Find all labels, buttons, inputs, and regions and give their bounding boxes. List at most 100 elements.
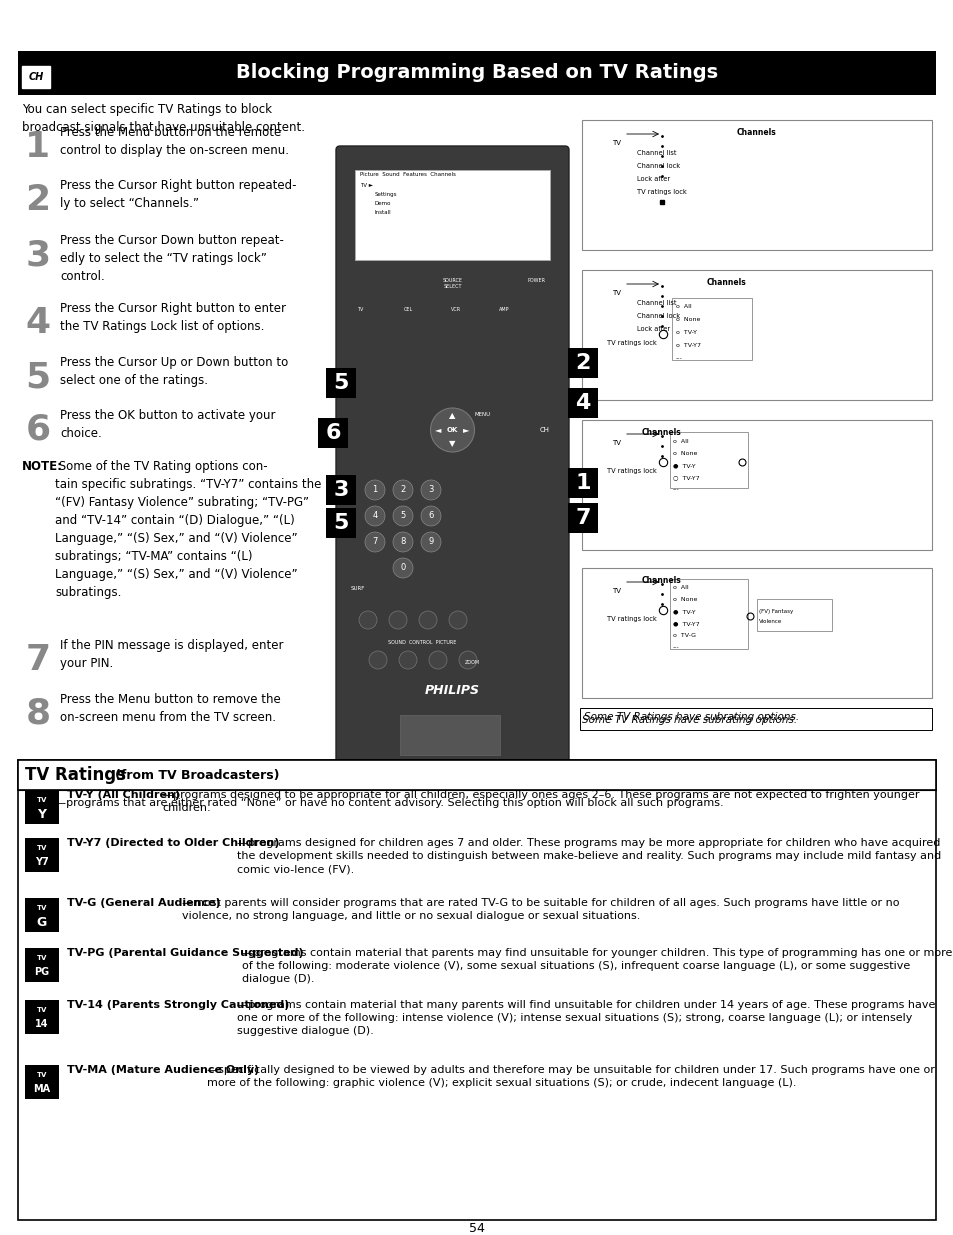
Text: ▲: ▲: [449, 411, 456, 420]
Text: SOUND  CONTROL  PICTURE: SOUND CONTROL PICTURE: [388, 640, 456, 645]
Text: Channel list: Channel list: [637, 300, 676, 306]
Text: 2: 2: [575, 353, 590, 373]
Text: ►: ►: [463, 426, 469, 435]
Circle shape: [418, 611, 436, 629]
Text: TV-Y7 (Directed to Older Children): TV-Y7 (Directed to Older Children): [67, 839, 279, 848]
Text: —specifically designed to be viewed by adults and therefore may be unsuitable fo: —specifically designed to be viewed by a…: [207, 1065, 934, 1088]
Bar: [25, 898, 59, 932]
Text: o  All: o All: [672, 438, 688, 445]
Circle shape: [389, 611, 407, 629]
Text: Some TV Ratings have subrating options.: Some TV Ratings have subrating options.: [581, 715, 797, 725]
Text: 54: 54: [469, 1221, 484, 1235]
Bar: [18, 760, 935, 790]
Bar: [581, 568, 931, 698]
Circle shape: [365, 532, 385, 552]
Bar: [22, 65, 50, 88]
Bar: [317, 417, 348, 448]
Text: —programs designed to be appropriate for all children, especially ones ages 2–6.: —programs designed to be appropriate for…: [162, 790, 919, 813]
Circle shape: [449, 611, 467, 629]
Text: If the PIN message is displayed, enter
your PIN.: If the PIN message is displayed, enter y…: [60, 638, 283, 671]
Text: TV: TV: [612, 588, 620, 594]
Text: Picture  Sound  Features  Channels: Picture Sound Features Channels: [359, 172, 456, 177]
Text: (from TV Broadcasters): (from TV Broadcasters): [115, 768, 279, 782]
Text: ●  TV-Y7: ● TV-Y7: [672, 621, 699, 626]
Text: 8: 8: [400, 537, 405, 547]
Circle shape: [393, 480, 413, 500]
Text: CH: CH: [29, 72, 44, 82]
Circle shape: [458, 651, 476, 669]
Text: Channel lock: Channel lock: [637, 163, 679, 169]
Bar: [581, 420, 931, 550]
Text: TV Ratings: TV Ratings: [25, 766, 126, 784]
Text: 2: 2: [400, 485, 405, 494]
Text: TV-Y (All Children): TV-Y (All Children): [67, 790, 180, 800]
Text: o  None: o None: [676, 317, 700, 322]
Text: PG: PG: [34, 967, 50, 977]
Text: 3: 3: [26, 238, 51, 272]
Text: TV: TV: [37, 905, 47, 911]
Text: PHILIPS: PHILIPS: [424, 683, 479, 697]
Bar: [25, 1065, 59, 1099]
Text: ▼: ▼: [449, 440, 456, 448]
Bar: [399, 715, 499, 755]
Text: VCR: VCR: [451, 308, 460, 312]
Circle shape: [369, 651, 387, 669]
Text: AMP: AMP: [498, 308, 509, 312]
Text: —most parents will consider programs that are rated TV-G to be suitable for chil: —most parents will consider programs tha…: [182, 898, 899, 921]
Circle shape: [429, 651, 447, 669]
Text: TV ►: TV ►: [359, 183, 373, 188]
Bar: [18, 760, 935, 1220]
Text: POWER: POWER: [527, 278, 545, 283]
Text: G: G: [37, 915, 47, 929]
Text: Settings: Settings: [375, 191, 397, 198]
Bar: [567, 348, 598, 378]
Circle shape: [420, 480, 440, 500]
Bar: [25, 1000, 59, 1034]
Text: o  TV-Y: o TV-Y: [676, 330, 697, 335]
Text: Press the Menu button on the remote
control to display the on-screen menu.: Press the Menu button on the remote cont…: [60, 126, 289, 157]
Text: 4: 4: [575, 393, 590, 412]
Text: 7: 7: [372, 537, 377, 547]
Circle shape: [398, 651, 416, 669]
Bar: [326, 508, 355, 538]
Text: Channels: Channels: [737, 128, 776, 137]
Text: —programs designed for children ages 7 and older. These programs may be more app: —programs designed for children ages 7 a…: [236, 839, 941, 874]
Text: 8: 8: [26, 697, 51, 731]
Text: 7: 7: [26, 643, 51, 677]
Text: Press the Cursor Right button to enter
the TV Ratings Lock list of options.: Press the Cursor Right button to enter t…: [60, 303, 286, 333]
Text: —programs contain material that parents may find unsuitable for younger children: —programs contain material that parents …: [242, 948, 951, 984]
Text: SURF: SURF: [351, 585, 365, 590]
Text: TV ratings lock: TV ratings lock: [637, 189, 686, 195]
Text: 3: 3: [333, 480, 349, 500]
Bar: [567, 503, 598, 534]
Text: —programs that are either rated “None” or have no content advisory. Selecting th: —programs that are either rated “None” o…: [55, 798, 723, 808]
Text: TV-PG (Parental Guidance Suggested): TV-PG (Parental Guidance Suggested): [67, 948, 303, 958]
Text: Press the Cursor Up or Down button to
select one of the ratings.: Press the Cursor Up or Down button to se…: [60, 356, 288, 387]
Text: You can select specific TV Ratings to block
broadcast signals that have unsuitab: You can select specific TV Ratings to bl…: [22, 103, 305, 135]
Circle shape: [420, 506, 440, 526]
Bar: [567, 388, 598, 417]
Text: 5: 5: [400, 511, 405, 520]
Bar: [757, 599, 831, 631]
Text: Press the Menu button to remove the
on-screen menu from the TV screen.: Press the Menu button to remove the on-s…: [60, 693, 280, 724]
Text: 6: 6: [325, 424, 340, 443]
Text: 1: 1: [575, 473, 590, 493]
Text: (FV) Fantasy: (FV) Fantasy: [759, 609, 792, 614]
Text: MA: MA: [33, 1084, 51, 1094]
Text: 5: 5: [333, 373, 349, 393]
Text: 5: 5: [333, 513, 349, 534]
Text: ●  TV-Y: ● TV-Y: [672, 609, 695, 614]
Text: 3: 3: [428, 485, 434, 494]
Text: Press the OK button to activate your
choice.: Press the OK button to activate your cho…: [60, 409, 275, 440]
Bar: [25, 839, 59, 872]
Text: Some of the TV Rating options con-
tain specific subratings. “TV-Y7” contains th: Some of the TV Rating options con- tain …: [55, 459, 321, 599]
Text: TV ratings lock: TV ratings lock: [606, 340, 656, 346]
FancyBboxPatch shape: [335, 146, 568, 764]
Text: o  TV-Y7: o TV-Y7: [676, 343, 700, 348]
Text: 4: 4: [26, 306, 51, 340]
Text: Some TV Ratings have subrating options.: Some TV Ratings have subrating options.: [583, 713, 799, 722]
Bar: [326, 475, 355, 505]
Text: TV-G (General Audience): TV-G (General Audience): [67, 898, 220, 908]
Text: —programs contain material that many parents will find unsuitable for children u: —programs contain material that many par…: [236, 1000, 934, 1036]
Text: 6: 6: [26, 412, 51, 447]
